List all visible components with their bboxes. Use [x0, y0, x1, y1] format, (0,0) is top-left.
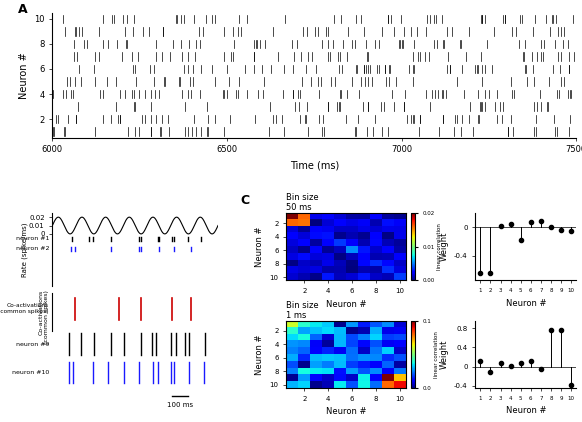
X-axis label: Neuron #: Neuron #: [506, 406, 546, 415]
X-axis label: Time (ms): Time (ms): [290, 160, 339, 170]
Text: A: A: [18, 3, 28, 16]
Y-axis label: Weight: Weight: [439, 232, 449, 261]
Text: neuron #2: neuron #2: [16, 246, 49, 252]
Text: neuron #10: neuron #10: [12, 370, 49, 375]
Text: Co-activations
(common spikes): Co-activations (common spikes): [38, 290, 49, 344]
Y-axis label: linear correlation: linear correlation: [434, 331, 439, 378]
Y-axis label: Weight: Weight: [439, 340, 449, 369]
Text: neuron #1: neuron #1: [16, 236, 49, 241]
Text: neuron #9: neuron #9: [16, 342, 49, 347]
Text: Bin size
50 ms: Bin size 50 ms: [286, 193, 319, 212]
Y-axis label: linear correlation: linear correlation: [438, 223, 442, 270]
Text: Bin size
1 ms: Bin size 1 ms: [286, 300, 319, 320]
Y-axis label: Neuron #: Neuron #: [255, 334, 264, 375]
X-axis label: Neuron #: Neuron #: [326, 300, 367, 308]
Text: Co-activations
(common spikes): Co-activations (common spikes): [0, 303, 49, 314]
X-axis label: Neuron #: Neuron #: [506, 299, 546, 308]
Text: C: C: [241, 194, 250, 207]
Y-axis label: Neuron #: Neuron #: [19, 52, 29, 99]
X-axis label: Neuron #: Neuron #: [326, 407, 367, 417]
Text: 100 ms: 100 ms: [167, 402, 193, 408]
Y-axis label: Rate (spike/ms): Rate (spike/ms): [21, 222, 27, 277]
Y-axis label: Neuron #: Neuron #: [255, 227, 264, 267]
